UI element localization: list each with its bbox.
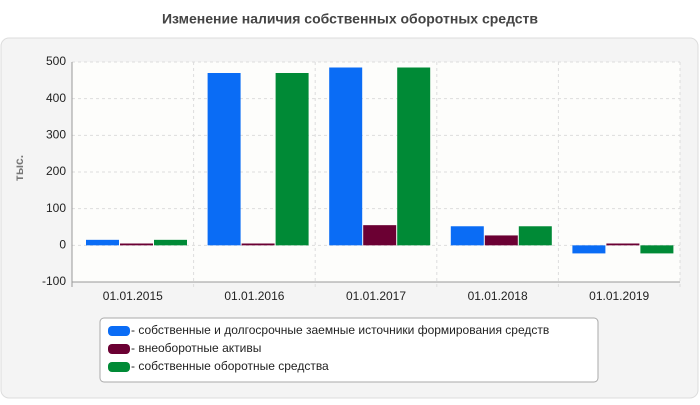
y-tick-label: 400	[46, 91, 66, 105]
x-tick-label: 01.01.2019	[589, 289, 649, 303]
bar	[120, 243, 153, 246]
legend-swatch	[108, 326, 130, 336]
legend-box	[99, 317, 599, 383]
bar	[154, 239, 187, 246]
bar	[606, 243, 640, 246]
bar	[207, 73, 241, 246]
bar	[518, 226, 552, 246]
bar	[640, 245, 674, 254]
legend-label: - собственные и долгосрочные заемные ист…	[131, 323, 549, 337]
x-tick-label: 01.01.2018	[468, 289, 528, 303]
chart-title: Изменение наличия собственных оборотных …	[162, 11, 538, 27]
legend-label: - собственные оборотные средства	[131, 359, 329, 373]
bar	[450, 226, 484, 246]
y-tick-label: 300	[46, 128, 66, 142]
bar	[363, 225, 397, 246]
legend-label: - внеоборотные активы	[131, 341, 261, 355]
y-tick-label: -100	[42, 274, 66, 288]
x-tick-label: 01.01.2015	[103, 289, 163, 303]
y-tick-label: 100	[46, 201, 66, 215]
bar	[397, 67, 431, 246]
legend-swatch	[108, 344, 130, 354]
x-tick-label: 01.01.2016	[224, 289, 284, 303]
y-tick-label: 500	[46, 54, 66, 68]
x-tick-label: 01.01.2017	[346, 289, 406, 303]
bar	[484, 235, 518, 246]
bar	[241, 243, 275, 246]
bar	[86, 239, 119, 246]
y-axis-label: тыс.	[12, 155, 26, 181]
bar	[275, 73, 309, 246]
y-tick-label: 200	[46, 164, 66, 178]
bar	[329, 67, 363, 246]
legend-swatch	[108, 362, 130, 372]
bar	[572, 245, 606, 254]
y-tick-label: 0	[59, 238, 66, 252]
